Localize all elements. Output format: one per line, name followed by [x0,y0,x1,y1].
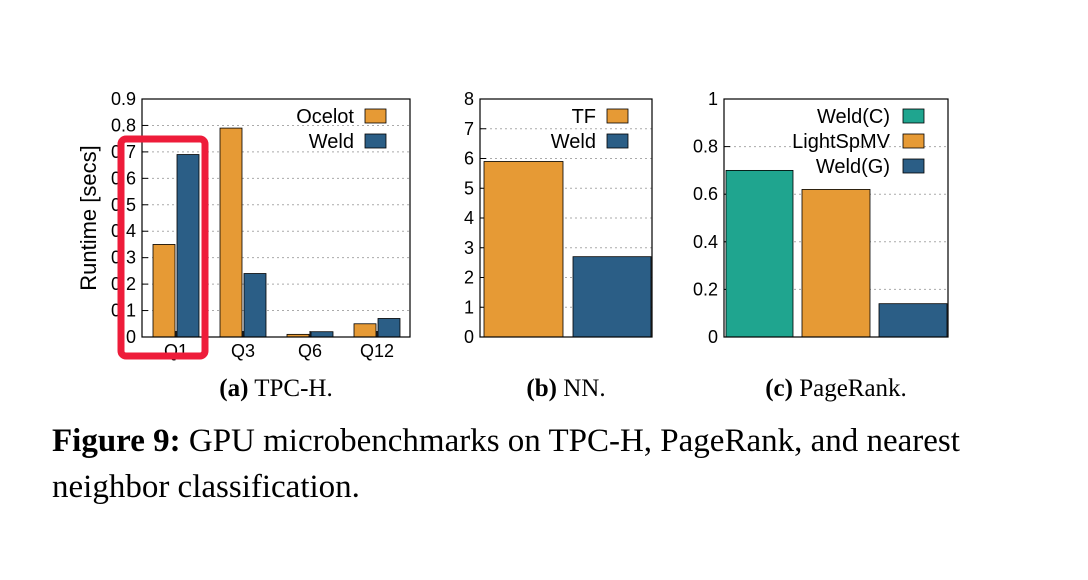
legend-label: Weld [551,131,596,153]
q1-highlight-box [117,135,209,360]
legend-label: Weld [309,131,354,153]
subfigure-label: (a) TPC-H. [219,375,332,402]
figure-caption: Figure 9: GPU microbenchmarks on TPC-H, … [52,418,1052,510]
bar-ocelot-q3 [219,127,243,338]
subfigure-title: TPC-H. [248,375,332,402]
bar-weld-q12 [377,318,401,338]
chart-3: 0 0.2 0.4 0.6 0.8 1 Weld(C) LightSpMV Weld(G) (c)… [693,89,949,402]
legend-swatch [364,108,387,124]
bar-weldc [725,169,794,338]
caption-label: Figure 9: [52,423,181,459]
legend-swatch [606,133,629,149]
y-tick-label: 0.9 [111,89,136,109]
y-tick-label: 0 [464,327,474,347]
subfigure-label: (c) PageRank. [765,375,907,402]
y-axis-label: Runtime [secs] [76,145,101,291]
subfigure-letter: (c) [765,375,793,402]
y-tick-label: 1 [464,297,474,317]
bar-lightspmv [801,189,871,338]
bar-ocelot-q1 [152,244,176,338]
legend-label: Weld(C) [817,106,890,128]
legend-swatch [364,133,387,149]
x-tick-label: Q3 [231,341,255,361]
bar-weld-q6 [310,331,334,338]
bar-tf [483,161,564,338]
y-tick-label: 0 [708,327,718,347]
legend-label: LightSpMV [792,131,890,153]
y-tick-label: 2 [464,268,474,288]
bar-ocelot-q12 [353,323,377,338]
legend-swatch [902,108,925,124]
legend-label: TF [572,106,596,128]
y-tick-label: 3 [464,238,474,258]
legend-swatch [606,108,629,124]
y-tick-label: 0.8 [693,137,718,157]
y-tick-label: 0 [126,327,136,347]
axis-frame [723,98,949,338]
y-tick-label: 0.6 [693,184,718,204]
subfigure-title: PageRank. [793,375,907,402]
bar-weld-q1 [176,154,200,338]
subfigure-letter: (b) [526,375,557,402]
subfigure-title: NN. [557,375,606,402]
bar-weld-q3 [243,273,267,338]
y-tick-label: 0.4 [693,232,718,252]
subfigure-label: (b) NN. [526,375,605,402]
legend-swatch [902,133,925,149]
y-tick-label: 4 [464,208,474,228]
legend-label: Weld(G) [816,156,890,178]
legend-swatch [902,158,925,174]
y-tick-label: 1 [708,89,718,109]
bar-weldg [878,303,948,338]
caption-text: GPU microbenchmarks on TPC-H, PageRank, … [52,423,960,505]
x-tick-label: Q6 [298,341,322,361]
chart-2: 0 1 2 3 4 5 6 7 8 TF Weld (b) NN. [464,89,653,402]
legend-label: Ocelot [296,106,354,128]
y-tick-label: 0.8 [111,115,136,135]
bar-weld [572,256,652,338]
y-tick-label: 6 [464,149,474,169]
y-tick-label: 0.2 [693,279,718,299]
axis-frame [479,98,653,338]
axis-frame [141,98,411,338]
x-tick-label: Q12 [360,341,394,361]
y-tick-label: 7 [464,119,474,139]
y-tick-label: 8 [464,89,474,109]
y-tick-label: 5 [464,178,474,198]
subfigure-letter: (a) [219,375,248,402]
